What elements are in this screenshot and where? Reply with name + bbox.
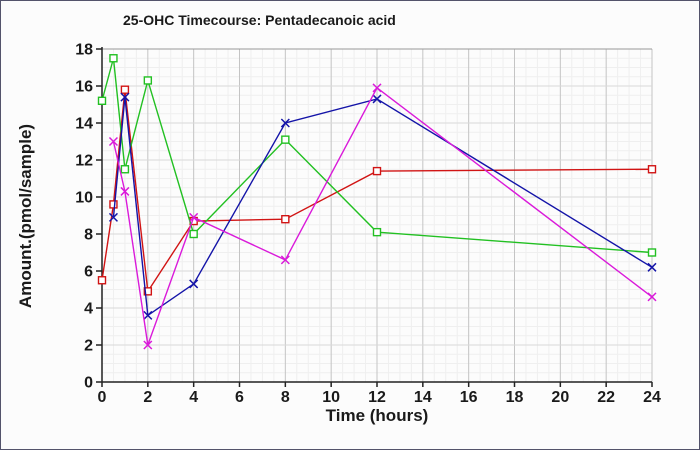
blue-x-marker <box>189 279 199 289</box>
green-squares-marker <box>281 135 290 144</box>
x-tick-label: 6 <box>235 389 244 406</box>
magenta-x-marker <box>108 136 118 147</box>
x-tick-label: 14 <box>414 389 432 406</box>
y-tick-label: 4 <box>84 301 93 318</box>
y-axis-label: Amount.(pmol/sample) <box>16 124 35 308</box>
y-tick-label: 8 <box>84 227 93 244</box>
x-tick-label: 20 <box>551 389 569 406</box>
green-squares-marker <box>120 165 130 174</box>
series-blue-x <box>108 92 657 320</box>
x-tick-label: 8 <box>281 389 290 406</box>
x-tick-label: 12 <box>368 389 386 406</box>
green-squares-marker <box>109 54 118 63</box>
green-squares-marker <box>189 229 198 239</box>
magenta-x-marker <box>280 255 290 265</box>
y-tick-label: 10 <box>75 190 93 207</box>
red-squares-marker <box>647 165 657 174</box>
y-tick-label: 6 <box>84 264 93 281</box>
y-tick-label: 14 <box>75 116 93 133</box>
green-squares-marker <box>143 76 153 85</box>
chart-title: 25-OHC Timecourse: Pentadecanoic acid <box>123 12 396 28</box>
magenta-x-marker <box>120 186 130 196</box>
x-tick-label: 18 <box>506 389 524 406</box>
blue-x-marker <box>280 118 290 128</box>
red-squares-line <box>101 89 653 294</box>
green-squares-marker <box>372 227 382 237</box>
x-tick-label: 2 <box>143 389 152 406</box>
x-axis-label: Time (hours) <box>326 406 429 425</box>
green-squares-marker <box>647 248 657 257</box>
magenta-x-marker <box>372 83 382 93</box>
y-tick-label: 18 <box>75 42 93 59</box>
series-layer <box>97 54 657 350</box>
x-tick-label: 16 <box>460 389 478 406</box>
magenta-x-marker <box>143 340 153 350</box>
red-squares-marker <box>143 287 153 296</box>
blue-x-marker <box>120 92 130 102</box>
series-green-squares <box>97 54 657 257</box>
green-squares-marker <box>97 96 107 106</box>
green-squares-line <box>101 58 653 254</box>
red-squares-marker <box>372 166 382 176</box>
red-squares-marker <box>97 276 107 285</box>
x-tick-label: 10 <box>322 389 340 406</box>
magenta-x-marker <box>189 212 199 222</box>
x-tick-label: 22 <box>597 389 615 406</box>
blue-x-marker <box>108 212 118 222</box>
y-tick-label: 16 <box>75 79 93 96</box>
red-squares-marker <box>281 214 290 224</box>
blue-x-marker <box>647 262 657 272</box>
x-tick-label: 4 <box>189 389 198 406</box>
x-tick-label: 0 <box>98 389 107 406</box>
blue-x-marker <box>372 94 382 104</box>
x-tick-label: 24 <box>643 389 661 406</box>
red-squares-marker <box>109 200 118 209</box>
magenta-x-marker <box>647 292 657 302</box>
y-tick-label: 2 <box>84 338 93 355</box>
grid-layer <box>102 48 653 382</box>
y-tick-label: 0 <box>84 375 93 392</box>
blue-x-marker <box>143 310 153 320</box>
red-squares-marker <box>120 85 130 94</box>
y-tick-label: 12 <box>75 153 93 170</box>
series-magenta-x <box>108 83 657 350</box>
